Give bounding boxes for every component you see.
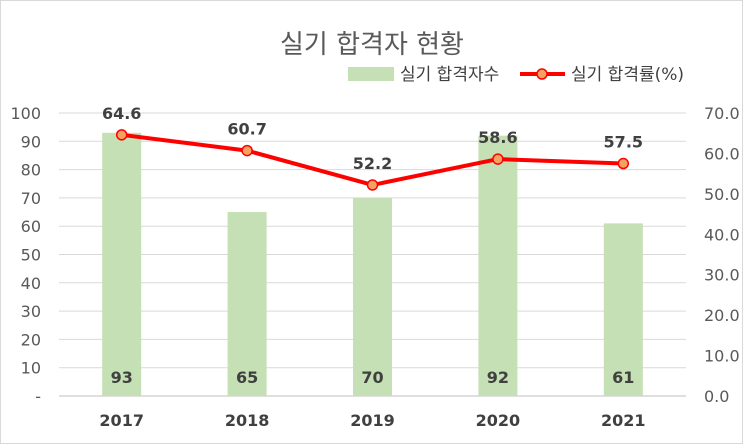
y-left-tick-label: -: [35, 387, 41, 406]
line-point: [492, 153, 504, 165]
bar-data-labels: 93 65 70 92 61: [111, 368, 635, 387]
line-value-label: 60.7: [227, 120, 266, 139]
y-right-tick-label: 70.0: [704, 104, 740, 123]
y-left-tick-label: 20: [21, 330, 41, 349]
line-value-label: 64.6: [102, 104, 141, 123]
bar-value-label: 93: [111, 368, 133, 387]
x-tick-label: 2017: [99, 411, 144, 430]
chart-title: 실기 합격자 현황: [280, 30, 464, 60]
line-point: [366, 179, 379, 191]
rate-line-series: [115, 129, 630, 191]
x-tick-label: 2018: [225, 411, 270, 430]
y-axis-left: - 10 20 30 40 50 60 70 80 90 100: [10, 104, 41, 406]
y-right-tick-label: 10.0: [704, 347, 740, 366]
y-axis-right: 0.0 10.0 20.0 30.0 40.0 50.0 60.0 70.0: [704, 104, 740, 406]
x-tick-label: 2020: [476, 411, 521, 430]
legend-bar-swatch: [348, 67, 394, 81]
line-value-label: 58.6: [478, 128, 517, 147]
y-left-tick-label: 100: [10, 104, 41, 123]
legend-line-marker: [536, 68, 548, 80]
bar-value-label: 70: [361, 368, 383, 387]
line-point: [617, 157, 630, 170]
y-right-tick-label: 40.0: [704, 225, 740, 244]
y-left-tick-label: 70: [21, 189, 41, 208]
y-left-tick-label: 30: [21, 302, 41, 321]
y-right-tick-label: 0.0: [704, 387, 729, 406]
line-value-label: 52.2: [353, 154, 392, 173]
y-right-tick-label: 30.0: [704, 266, 740, 285]
legend-bar-label: 실기 합격자수: [400, 65, 499, 85]
y-left-tick-label: 40: [21, 274, 41, 293]
bar-value-label: 65: [236, 368, 258, 387]
line-point: [241, 144, 253, 157]
bar: [102, 132, 142, 396]
line-value-label: 57.5: [604, 133, 643, 152]
y-left-tick-label: 10: [21, 359, 41, 378]
bar: [353, 197, 392, 396]
y-left-tick-label: 90: [21, 132, 41, 151]
bars: [102, 132, 643, 396]
rate-data-labels: 64.6 60.7 52.2 58.6 57.5: [102, 104, 643, 173]
y-left-tick-label: 60: [21, 217, 41, 236]
y-left-tick-label: 80: [21, 161, 41, 180]
legend-line-label: 실기 합격률(%): [571, 65, 684, 85]
bar-value-label: 61: [612, 368, 634, 387]
y-left-tick-label: 50: [21, 246, 41, 265]
bar-value-label: 92: [487, 368, 509, 387]
bar: [603, 223, 643, 396]
x-axis: 2017 2018 2019 2020 2021: [99, 411, 645, 430]
bar: [478, 135, 518, 396]
y-right-tick-label: 50.0: [704, 185, 740, 204]
y-right-tick-label: 20.0: [704, 306, 740, 325]
line-point: [115, 129, 128, 141]
y-right-tick-label: 60.0: [704, 144, 740, 163]
x-tick-label: 2021: [601, 411, 646, 430]
legend: 실기 합격자수 실기 합격률(%): [348, 65, 684, 85]
x-tick-label: 2019: [350, 411, 395, 430]
bar: [227, 212, 267, 396]
